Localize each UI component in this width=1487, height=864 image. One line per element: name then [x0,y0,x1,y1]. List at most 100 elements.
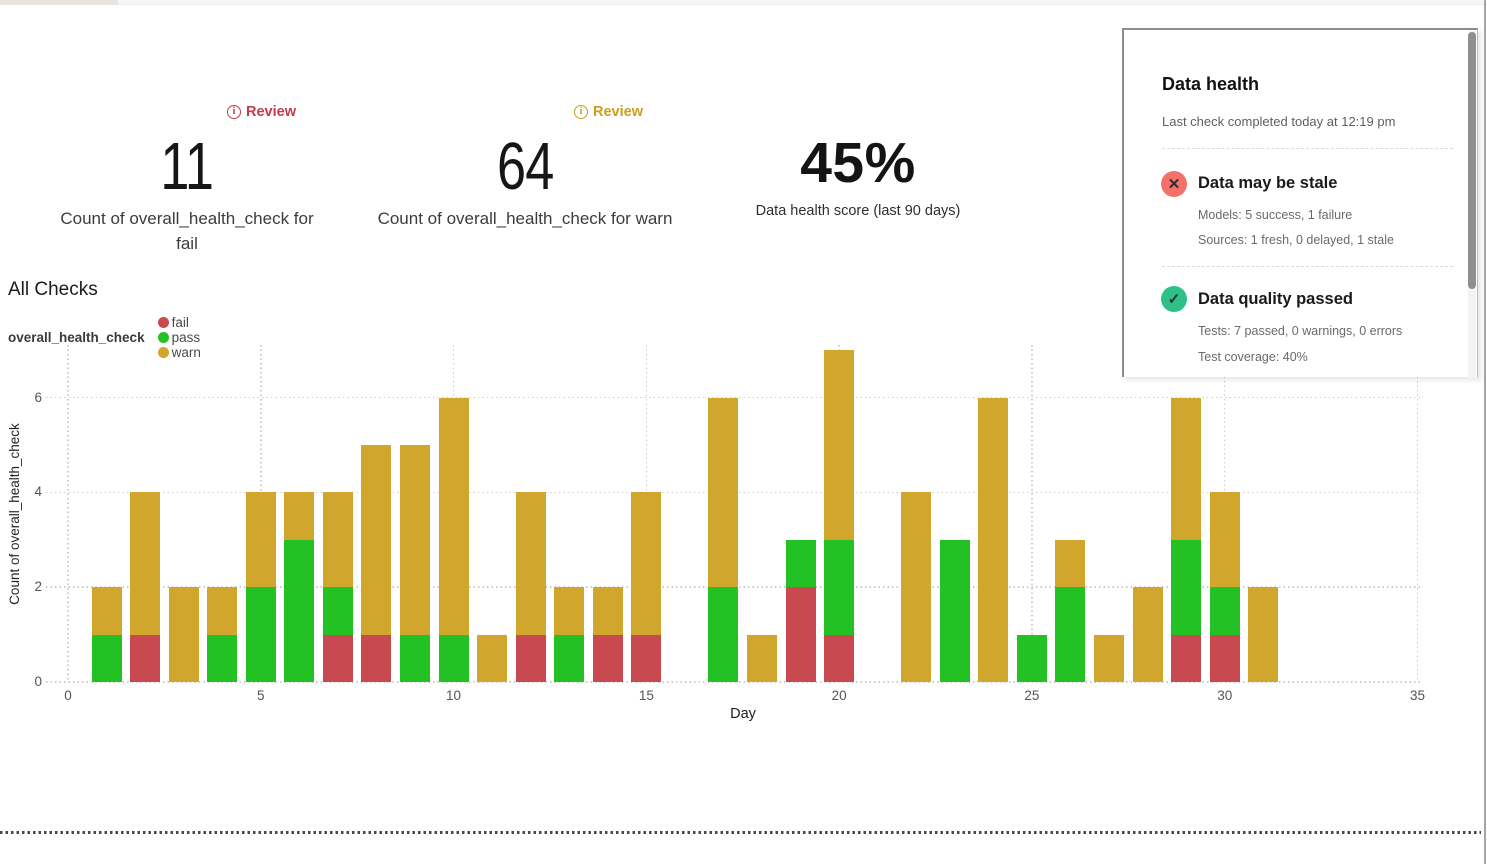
chart-legend: overall_health_check fail pass warn [8,315,210,360]
bar-day-10-warn[interactable] [438,397,469,635]
kpi-value: 64 [496,129,554,204]
kpi-warn-count[interactable]: 64 Count of overall_health_check for war… [355,129,695,231]
legend-dot-pass [157,332,169,343]
bar-day-7-fail[interactable] [322,634,353,682]
check-circle-icon: ✓ [1161,286,1187,312]
x-tick-label-35: 35 [1409,688,1425,703]
bar-day-15-fail[interactable] [631,634,662,682]
bar-day-18-warn[interactable] [747,634,778,682]
status-detail: Test coverage: 40% [1198,350,1308,364]
y-tick-label-2: 2 [34,579,42,595]
divider [1162,266,1453,267]
bar-day-1-pass[interactable] [91,634,122,682]
x-tick-label-15: 15 [638,688,654,703]
bar-day-2-fail[interactable] [130,634,161,682]
bar-day-30-fail[interactable] [1209,634,1240,682]
bar-day-30-pass[interactable] [1209,587,1240,635]
legend-item-pass[interactable]: pass [157,330,201,345]
review-badge-fail[interactable]: Review [227,103,296,121]
panel-scrollbar-thumb[interactable] [1468,32,1476,289]
bar-day-20-fail[interactable] [824,634,855,682]
divider [1162,148,1453,149]
bar-day-4-warn[interactable] [207,587,238,635]
x-tick-label-30: 30 [1217,688,1233,703]
bar-day-14-warn[interactable] [592,587,623,635]
bar-day-19-pass[interactable] [785,539,816,588]
gridline-x-0 [67,345,69,682]
legend-item-fail[interactable]: fail [157,315,201,330]
legend-label: fail [171,315,189,330]
kpi-value: 11 [160,129,214,204]
review-label: Review [593,104,643,120]
review-badge-warn[interactable]: Review [574,103,643,121]
bar-day-17-pass[interactable] [708,587,739,682]
bar-day-8-fail[interactable] [361,634,392,682]
info-icon [574,105,588,119]
bar-day-9-warn[interactable] [400,445,430,635]
gridline-y-0 [46,681,1422,683]
legend-dot-fail [157,317,169,328]
bar-day-7-warn[interactable] [322,492,353,588]
status-title-stale: Data may be stale [1198,174,1338,192]
top-strip-left-segment [0,0,118,5]
bar-day-29-warn[interactable] [1171,397,1202,540]
bar-day-5-pass[interactable] [245,587,276,682]
bar-day-25-pass[interactable] [1016,634,1047,682]
bar-day-15-warn[interactable] [631,492,662,635]
bar-day-22-warn[interactable] [901,492,932,682]
bar-day-17-warn[interactable] [708,397,739,588]
bar-day-26-pass[interactable] [1055,587,1086,682]
bar-day-20-warn[interactable] [824,350,855,540]
kpi-label: Data health score (last 90 days) [755,203,961,219]
x-tick-label-5: 5 [257,688,265,703]
bar-day-3-warn[interactable] [168,587,199,682]
bar-day-28-warn[interactable] [1132,587,1163,682]
panel-title: Data health [1162,74,1260,94]
legend-items: fail pass warn [157,315,210,360]
y-tick-label-4: 4 [34,484,42,500]
bar-day-6-warn[interactable] [284,492,315,540]
bar-day-8-warn[interactable] [361,445,392,635]
bar-day-30-warn[interactable] [1209,492,1240,588]
bar-day-12-fail[interactable] [515,634,546,682]
bar-day-29-fail[interactable] [1171,634,1202,682]
bar-day-4-pass[interactable] [207,634,238,682]
status-detail: Tests: 7 passed, 0 warnings, 0 errors [1198,324,1403,338]
bar-day-26-warn[interactable] [1055,539,1086,588]
bar-day-7-pass[interactable] [322,587,353,635]
bar-day-23-pass[interactable] [939,539,970,682]
bar-day-2-warn[interactable] [130,492,161,635]
chart-title: All Checks [8,279,98,300]
bar-day-13-pass[interactable] [554,634,585,682]
bar-day-24-warn[interactable] [978,397,1009,682]
bar-day-31-warn[interactable] [1248,587,1279,682]
status-detail: Sources: 1 fresh, 0 delayed, 1 stale [1198,233,1394,247]
bar-day-6-pass[interactable] [284,539,315,682]
status-detail: Models: 5 success, 1 failure [1198,208,1353,222]
bar-day-10-pass[interactable] [438,634,469,682]
gridline-x-25 [1031,345,1033,682]
legend-dot-warn [157,347,169,358]
legend-series-label: overall_health_check [8,330,145,345]
bar-day-12-warn[interactable] [515,492,546,635]
bar-day-19-fail[interactable] [785,587,816,682]
y-tick-label-0: 0 [34,674,42,689]
bar-day-20-pass[interactable] [824,539,855,635]
x-axis-title: Day [730,706,756,722]
bar-day-5-warn[interactable] [245,492,276,588]
bar-day-1-warn[interactable] [91,587,122,635]
status-title-quality: Data quality passed [1198,290,1353,308]
kpi-health-score[interactable]: 45% Data health score (last 90 days) [688,135,1028,220]
kpi-label: Count of overall_health_check for warn [377,209,673,228]
legend-label: pass [171,330,201,345]
data-health-panel: Data health Last check completed today a… [1122,28,1478,378]
bar-day-11-warn[interactable] [477,634,508,682]
x-tick-label-10: 10 [446,688,462,703]
kpi-fail-count[interactable]: 11 Count of overall_health_check for fai… [17,129,357,256]
bar-day-27-warn[interactable] [1094,634,1125,682]
bar-day-14-fail[interactable] [592,634,623,682]
bar-day-29-pass[interactable] [1171,539,1202,635]
bar-day-9-pass[interactable] [400,634,430,682]
legend-item-warn[interactable]: warn [157,345,201,360]
bar-day-13-warn[interactable] [554,587,585,635]
